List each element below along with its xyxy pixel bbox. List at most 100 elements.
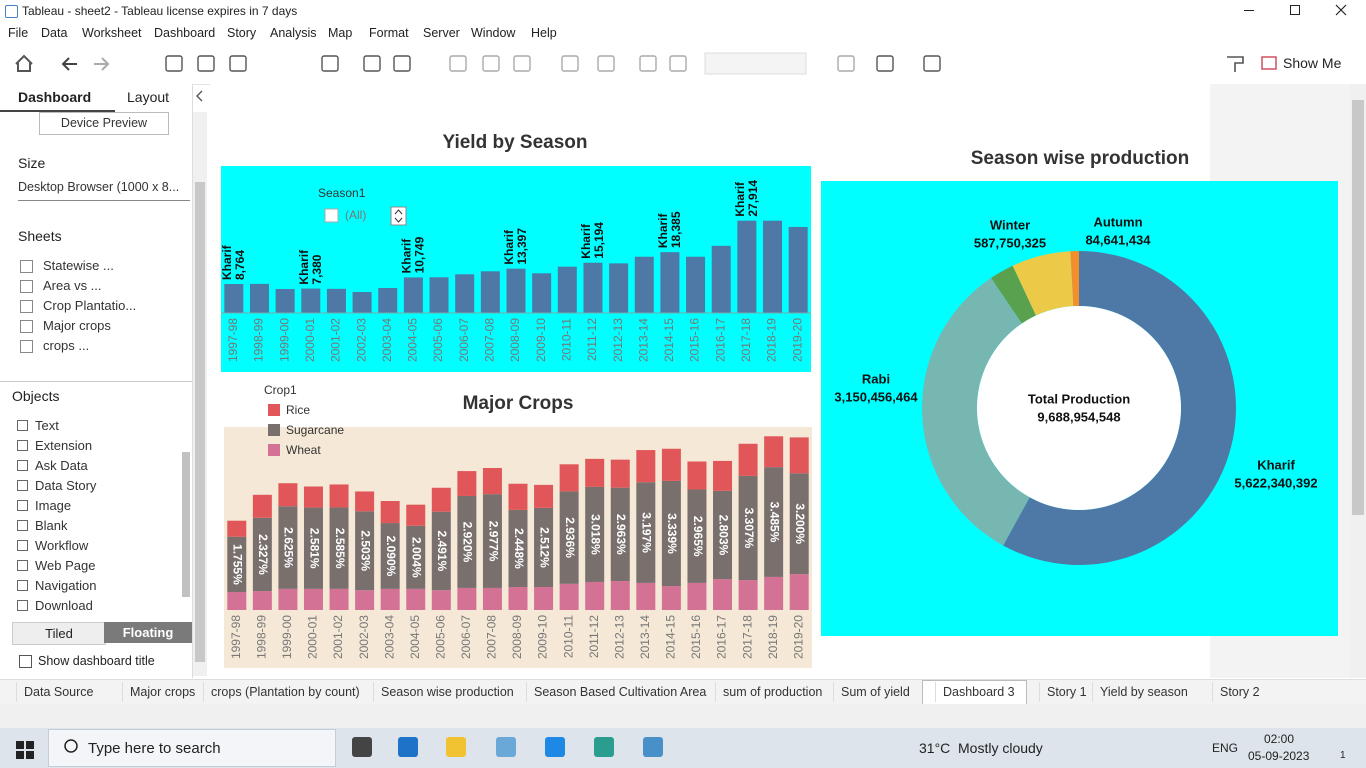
sheet-tab[interactable]: Data Source <box>24 685 94 699</box>
tiled-button[interactable]: Tiled <box>12 622 106 645</box>
status-bar <box>0 704 1366 728</box>
title-bar <box>0 0 1366 22</box>
sheet-icon <box>20 280 33 293</box>
tab-separator <box>1039 682 1040 702</box>
menu-item[interactable]: Dashboard <box>154 26 216 40</box>
sheet-icon <box>20 300 33 313</box>
object-item[interactable]: Extension <box>35 438 93 453</box>
menu-item[interactable]: Story <box>227 26 257 40</box>
clock-time: 02:00 <box>1264 732 1295 746</box>
weather-text: Mostly cloudy <box>958 740 1043 756</box>
show-me-button[interactable]: Show Me <box>1283 55 1342 71</box>
object-icon <box>17 560 28 571</box>
object-item[interactable]: Workflow <box>35 538 89 553</box>
notification-count[interactable]: 1 <box>1340 750 1346 761</box>
object-item[interactable]: Image <box>35 498 72 513</box>
menu-item[interactable]: Format <box>369 26 409 40</box>
sheet-item[interactable]: Area vs ... <box>43 278 102 293</box>
object-icon <box>17 580 28 591</box>
objects-scrollbar <box>182 452 190 597</box>
menu-item[interactable]: Worksheet <box>82 26 142 40</box>
object-icon <box>17 500 28 511</box>
canvas-scroll-thumb <box>1352 100 1364 515</box>
dashboard-tab[interactable] <box>0 84 115 112</box>
object-item[interactable]: Ask Data <box>35 458 88 473</box>
minimize-button[interactable] <box>1244 10 1254 11</box>
app-icon <box>5 5 18 18</box>
search-box[interactable] <box>48 729 336 767</box>
clock-date: 05-09-2023 <box>1248 749 1310 763</box>
device-preview-button[interactable]: Device Preview <box>39 112 169 135</box>
menu-item[interactable]: Window <box>471 26 516 40</box>
tab-bar <box>0 679 1366 705</box>
object-item[interactable]: Navigation <box>35 578 97 593</box>
size-heading: Size <box>18 155 46 171</box>
collapse-icon <box>196 90 203 102</box>
sheet-icon <box>20 340 33 353</box>
tab-separator <box>1212 682 1213 702</box>
tab-separator <box>526 682 527 702</box>
sheet-item[interactable]: Crop Plantatio... <box>43 298 137 313</box>
tab-separator <box>833 682 834 702</box>
object-item[interactable]: Download <box>35 598 93 613</box>
sheet-list-divider <box>0 381 192 382</box>
sheet-tab[interactable]: sum of production <box>723 685 823 699</box>
active-tab <box>922 680 1027 705</box>
sheet-tab[interactable]: Major crops <box>130 685 196 699</box>
toolbar <box>0 44 1366 85</box>
object-icon <box>17 440 28 451</box>
window-title: Tableau - sheet2 - Tableau license expir… <box>22 4 298 18</box>
sheet-tab[interactable]: crops (Plantation by count) <box>211 685 360 699</box>
sheet-tab[interactable]: Season Based Cultivation Area <box>534 685 707 699</box>
object-item[interactable]: Blank <box>35 518 68 533</box>
sheet-tab[interactable]: Dashboard 3 <box>943 685 1015 699</box>
weather-temp: 31°C <box>919 740 951 756</box>
close-button[interactable] <box>1335 2 1349 18</box>
layout-tab-label[interactable]: Layout <box>127 89 170 105</box>
object-item[interactable]: Web Page <box>35 558 96 573</box>
object-icon <box>17 460 28 471</box>
object-icon <box>17 480 28 491</box>
tab-separator <box>16 682 17 702</box>
sheet-icon <box>20 320 33 333</box>
menu-item[interactable]: File <box>8 26 29 40</box>
search-text[interactable]: Type here to search <box>88 740 221 757</box>
menu-item[interactable]: Analysis <box>270 26 317 40</box>
panel-scroll-thumb <box>195 182 205 662</box>
floating-button[interactable]: Floating <box>104 622 192 643</box>
menu-item[interactable]: Help <box>531 26 557 40</box>
menu-item[interactable]: Server <box>423 26 460 40</box>
sheet-tab[interactable]: Yield by season <box>1100 685 1188 699</box>
sheet-tab[interactable]: Season wise production <box>381 685 514 699</box>
sheet-tab[interactable]: Story 2 <box>1220 685 1260 699</box>
tab-separator <box>1092 682 1093 702</box>
object-item[interactable]: Text <box>35 418 59 433</box>
sheet-tab[interactable]: Story 1 <box>1047 685 1087 699</box>
object-icon <box>17 420 28 431</box>
object-icon <box>17 540 28 551</box>
show-title-checkbox[interactable] <box>19 655 32 668</box>
menu-item[interactable]: Data <box>41 26 68 40</box>
tab-separator <box>373 682 374 702</box>
sheet-tab[interactable]: Sum of yield <box>841 685 910 699</box>
restore-button[interactable] <box>1290 5 1300 15</box>
canvas-margin <box>1210 84 1350 678</box>
tab-separator <box>203 682 204 702</box>
objects-heading: Objects <box>12 388 60 404</box>
sheet-item[interactable]: Statewise ... <box>43 258 114 273</box>
tab-separator <box>715 682 716 702</box>
tab-separator <box>935 682 936 702</box>
tab-separator <box>122 682 123 702</box>
sheet-icon <box>20 260 33 273</box>
sheet-item[interactable]: crops ... <box>43 338 90 353</box>
menu-item[interactable]: Map <box>328 26 353 40</box>
dashboard-tab-label[interactable]: Dashboard <box>18 89 92 105</box>
object-icon <box>17 520 28 531</box>
object-item[interactable]: Data Story <box>35 478 97 493</box>
show-title-label[interactable]: Show dashboard title <box>38 654 155 668</box>
size-dropdown[interactable]: Desktop Browser (1000 x 8... <box>18 180 190 201</box>
sheet-item[interactable]: Major crops <box>43 318 111 333</box>
sheets-heading: Sheets <box>18 228 62 244</box>
object-icon <box>17 600 28 611</box>
